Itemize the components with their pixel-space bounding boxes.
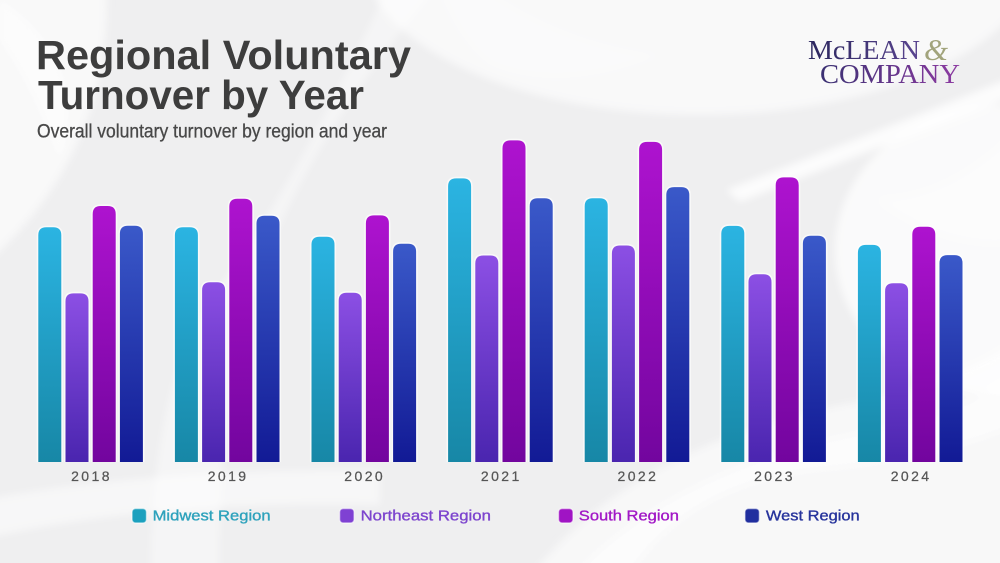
svg-text:West Region: West Region (766, 508, 860, 524)
svg-text:McLEAN: McLEAN (808, 34, 920, 65)
svg-text:Overall voluntary turnover by: Overall voluntary turnover by region and… (37, 121, 388, 142)
svg-text:South Region: South Region (579, 508, 679, 524)
svg-text:Turnover by Year: Turnover by Year (38, 72, 364, 118)
svg-text:&: & (924, 32, 948, 67)
svg-text:Midwest Region: Midwest Region (153, 508, 271, 524)
svg-text:Northeast Region: Northeast Region (361, 508, 491, 524)
svg-text:COMPANY: COMPANY (820, 58, 960, 89)
svg-text:Regional Voluntary: Regional Voluntary (36, 32, 411, 78)
